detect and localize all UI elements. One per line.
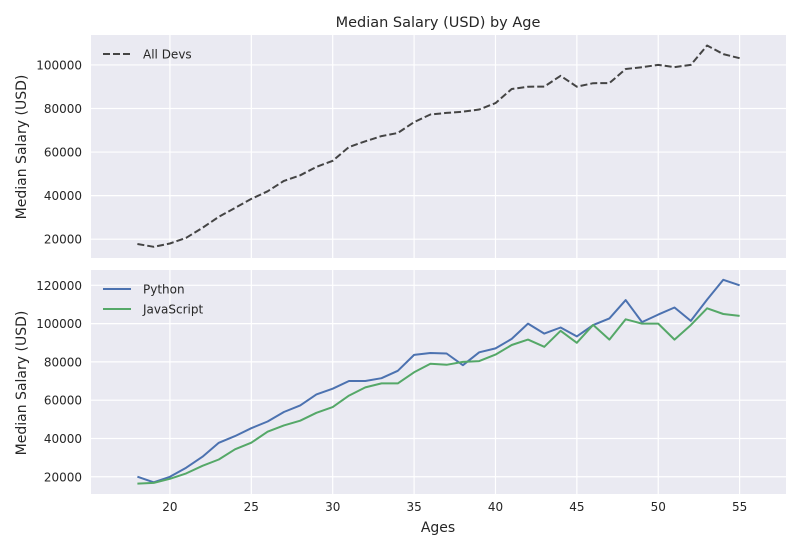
bottom-y-axis-label: Median Salary (USD) [14, 311, 30, 456]
bottom-x-tick-label: 30 [325, 500, 340, 514]
bottom-x-tick-label: 50 [651, 500, 666, 514]
legend-label: Python [143, 283, 185, 297]
bottom-x-tick-label: 55 [732, 500, 747, 514]
top-panel: 20000 40000 60000 80000 100000 All Devs [36, 35, 786, 258]
bottom-y-tick-label: 80000 [44, 355, 82, 369]
top-legend: All Devs [103, 48, 192, 62]
bottom-legend: Python JavaScript [103, 283, 203, 317]
top-y-tick-label: 20000 [44, 233, 82, 247]
legend-label: JavaScript [142, 303, 203, 317]
top-y-tick-label: 100000 [36, 58, 82, 72]
bottom-x-tick-label: 25 [244, 500, 259, 514]
bottom-y-tick-label: 60000 [44, 394, 82, 408]
top-y-tick-label: 60000 [44, 146, 82, 160]
legend-label: All Devs [143, 48, 192, 62]
bottom-x-tick-label: 40 [488, 500, 503, 514]
series-line-javascript [137, 307, 740, 485]
bottom-y-tick-label: 120000 [36, 279, 82, 293]
bottom-x-tick-label: 20 [162, 500, 177, 514]
bottom-x-tick-label: 35 [406, 500, 421, 514]
bottom-y-tick-label: 100000 [36, 317, 82, 331]
x-axis-label: Ages [421, 520, 455, 536]
top-y-tick-label: 80000 [44, 102, 82, 116]
top-y-axis-label: Median Salary (USD) [14, 75, 30, 220]
bottom-y-tick-label: 20000 [44, 470, 82, 484]
series-line-python [137, 278, 740, 484]
bottom-x-tick-label: 45 [569, 500, 584, 514]
chart-title: Median Salary (USD) by Age [336, 15, 541, 31]
bottom-plot-area [91, 270, 786, 494]
series-line-all-devs [137, 44, 740, 248]
bottom-panel: 20000 40000 60000 80000 100000 120000 20 25 30 35… [36, 270, 786, 514]
top-plot-area [91, 35, 786, 258]
bottom-y-tick-label: 40000 [44, 432, 82, 446]
top-y-tick-label: 40000 [44, 189, 82, 203]
